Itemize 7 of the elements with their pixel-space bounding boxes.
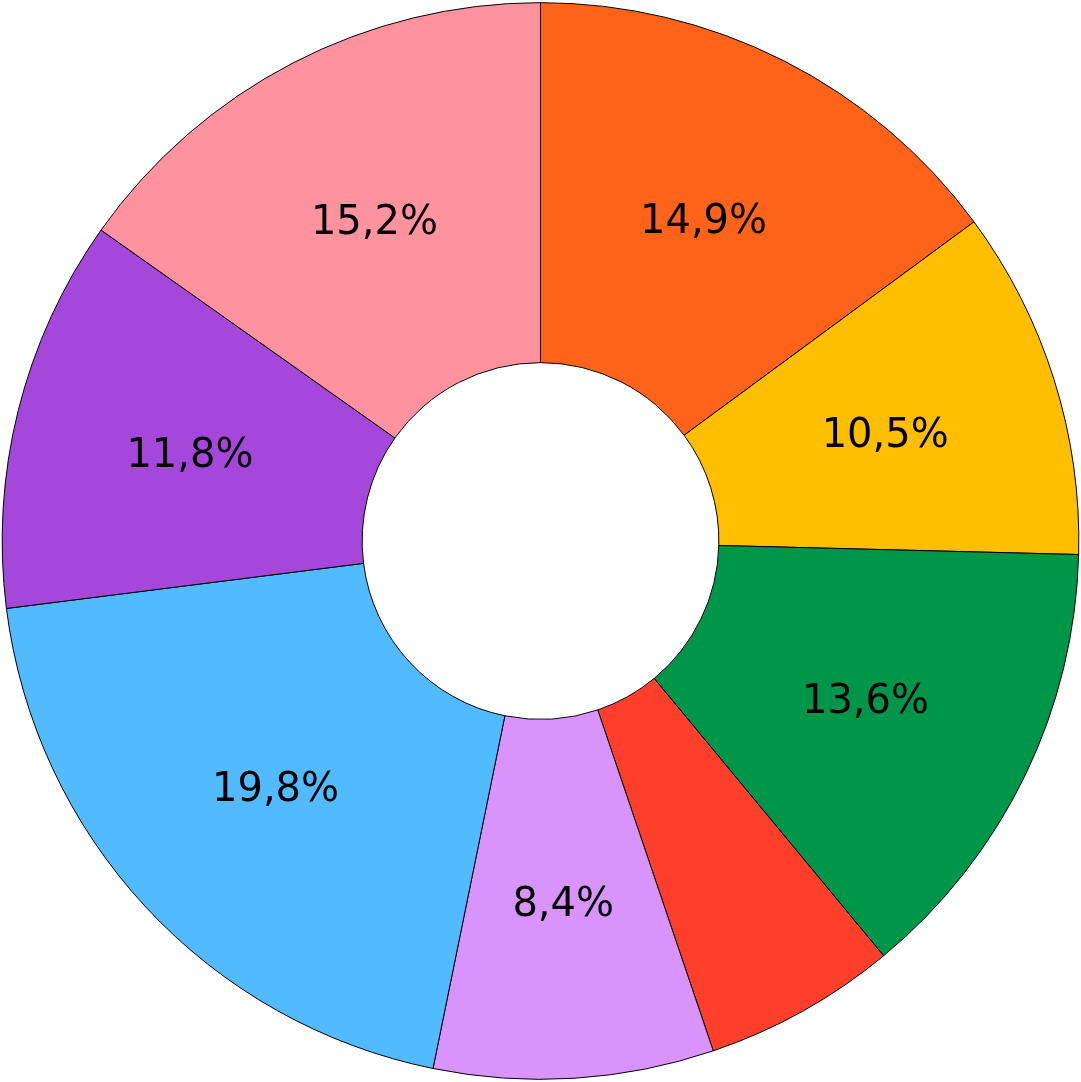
data-label: 15,2%	[310, 197, 438, 244]
data-label: 10,5%	[821, 409, 949, 456]
data-label: 13,6%	[801, 675, 930, 722]
data-label: 8,4%	[512, 878, 614, 925]
data-label: 19,8%	[212, 763, 340, 810]
data-label: 11,8%	[126, 430, 254, 477]
data-label: 14,9%	[640, 195, 768, 242]
